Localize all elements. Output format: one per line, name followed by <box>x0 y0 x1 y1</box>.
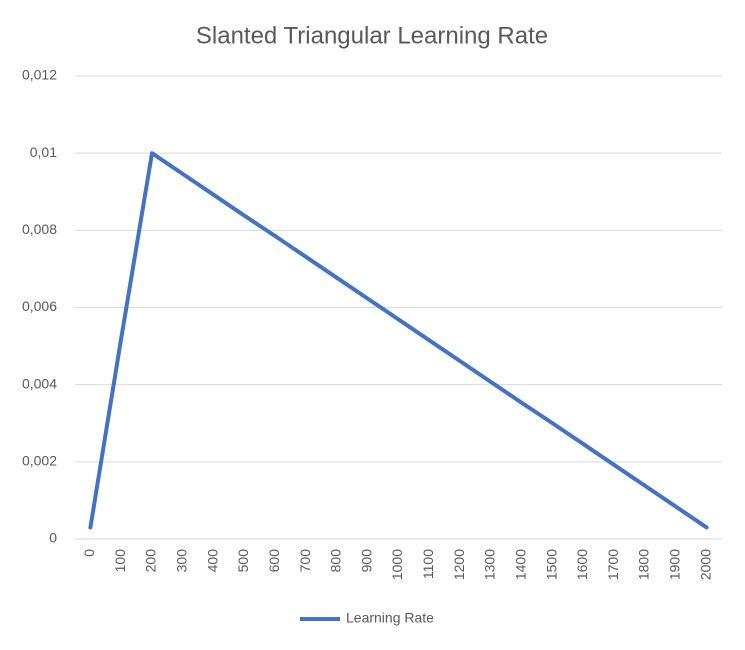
x-tick-label: 800 <box>328 549 344 573</box>
x-tick-label: 1500 <box>543 549 559 580</box>
x-tick-label: 1800 <box>636 549 652 580</box>
y-tick-label: 0,004 <box>22 375 57 391</box>
legend-label: Learning Rate <box>346 610 434 626</box>
x-tick-label: 1600 <box>574 549 590 580</box>
x-tick-label: 300 <box>174 549 190 573</box>
chart-title: Slanted Triangular Learning Rate <box>196 22 548 49</box>
y-tick-label: 0 <box>49 530 57 546</box>
x-tick-label: 600 <box>266 549 282 573</box>
x-tick-label: 700 <box>297 549 313 573</box>
x-tick-label: 1400 <box>512 549 528 580</box>
x-tick-label: 1200 <box>451 549 467 580</box>
x-tick-label: 400 <box>204 549 220 573</box>
y-tick-label: 0,008 <box>22 221 57 237</box>
y-tick-label: 0,012 <box>22 67 57 83</box>
x-tick-label: 1100 <box>420 549 436 579</box>
x-tick-label: 0 <box>81 549 97 557</box>
x-tick-label: 1700 <box>605 549 621 580</box>
x-tick-label: 200 <box>143 549 159 573</box>
x-tick-label: 100 <box>112 549 128 573</box>
x-tick-label: 2000 <box>697 549 713 580</box>
x-tick-label: 500 <box>235 549 251 573</box>
x-tick-label: 900 <box>358 549 374 573</box>
x-tick-label: 1300 <box>482 549 498 580</box>
y-tick-label: 0,002 <box>22 453 57 469</box>
y-tick-label: 0,006 <box>22 298 57 314</box>
x-tick-label: 1900 <box>666 549 682 580</box>
x-tick-label: 1000 <box>389 549 405 580</box>
data-line <box>88 151 709 530</box>
y-tick-label: 0,01 <box>30 144 57 160</box>
